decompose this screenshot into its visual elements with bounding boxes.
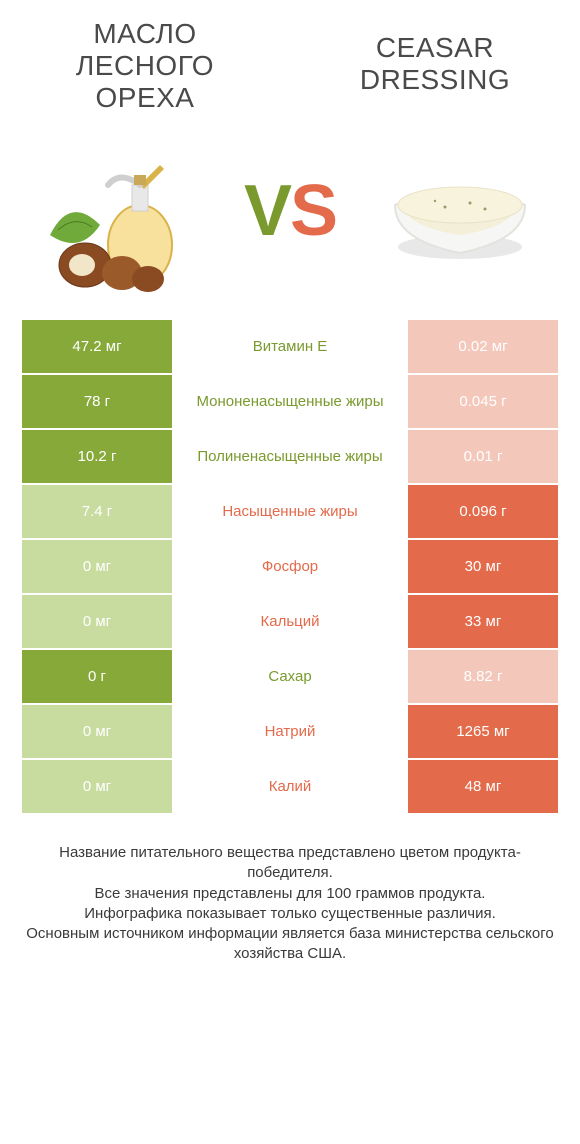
vs-v: V (244, 171, 290, 251)
value-left: 0 мг (22, 540, 172, 593)
value-right: 30 мг (408, 540, 558, 593)
value-right: 0.045 г (408, 375, 558, 428)
value-right: 0.096 г (408, 485, 558, 538)
value-left: 47.2 мг (22, 320, 172, 373)
value-left: 0 мг (22, 705, 172, 758)
value-left: 7.4 г (22, 485, 172, 538)
nutrient-label: Натрий (172, 705, 408, 758)
table-row: 7.4 гНасыщенные жиры0.096 г (22, 485, 558, 540)
value-right: 1265 мг (408, 705, 558, 758)
comparison-table: 47.2 мгВитамин E0.02 мг78 гМононенасыщен… (0, 320, 580, 815)
value-right: 8.82 г (408, 650, 558, 703)
nutrient-label: Мононенасыщенные жиры (172, 375, 408, 428)
nutrient-label: Насыщенные жиры (172, 485, 408, 538)
nutrient-label: Калий (172, 760, 408, 813)
table-row: 0 мгФосфор30 мг (22, 540, 558, 595)
table-row: 0 мгКалий48 мг (22, 760, 558, 815)
title-right: CEASAR DRESSING (320, 18, 550, 96)
footer-line: Все значения представлены для 100 граммо… (24, 884, 556, 904)
footer-line: Инфографика показывает только существенн… (24, 904, 556, 924)
infographic: МАСЛО ЛЕСНОГО ОРЕХА CEASAR DRESSING (0, 0, 580, 1144)
nutrient-label: Кальций (172, 595, 408, 648)
value-right: 0.02 мг (408, 320, 558, 373)
value-left: 78 г (22, 375, 172, 428)
nutrient-label: Фосфор (172, 540, 408, 593)
footer-line: Название питательного вещества представл… (24, 843, 556, 884)
value-right: 48 мг (408, 760, 558, 813)
nutrient-label: Витамин E (172, 320, 408, 373)
value-right: 33 мг (408, 595, 558, 648)
header: МАСЛО ЛЕСНОГО ОРЕХА CEASAR DRESSING (0, 0, 580, 110)
table-row: 47.2 мгВитамин E0.02 мг (22, 320, 558, 375)
hero-row: VS (0, 110, 580, 320)
hazelnut-oil-illustration (30, 115, 210, 295)
footer-note: Название питательного вещества представл… (0, 815, 580, 965)
nutrient-label: Полиненасыщенные жиры (172, 430, 408, 483)
value-left: 10.2 г (22, 430, 172, 483)
table-row: 0 мгНатрий1265 мг (22, 705, 558, 760)
table-row: 10.2 гПолиненасыщенные жиры0.01 г (22, 430, 558, 485)
footer-line: Основным источником информации является … (24, 924, 556, 965)
nutrient-label: Сахар (172, 650, 408, 703)
value-left: 0 мг (22, 760, 172, 813)
caesar-dressing-illustration (370, 115, 550, 295)
value-left: 0 мг (22, 595, 172, 648)
vs-s: S (290, 171, 336, 251)
value-right: 0.01 г (408, 430, 558, 483)
table-row: 0 мгКальций33 мг (22, 595, 558, 650)
title-left: МАСЛО ЛЕСНОГО ОРЕХА (30, 18, 260, 115)
table-row: 78 гМононенасыщенные жиры0.045 г (22, 375, 558, 430)
table-row: 0 гСахар8.82 г (22, 650, 558, 705)
vs-label: VS (244, 170, 336, 252)
value-left: 0 г (22, 650, 172, 703)
